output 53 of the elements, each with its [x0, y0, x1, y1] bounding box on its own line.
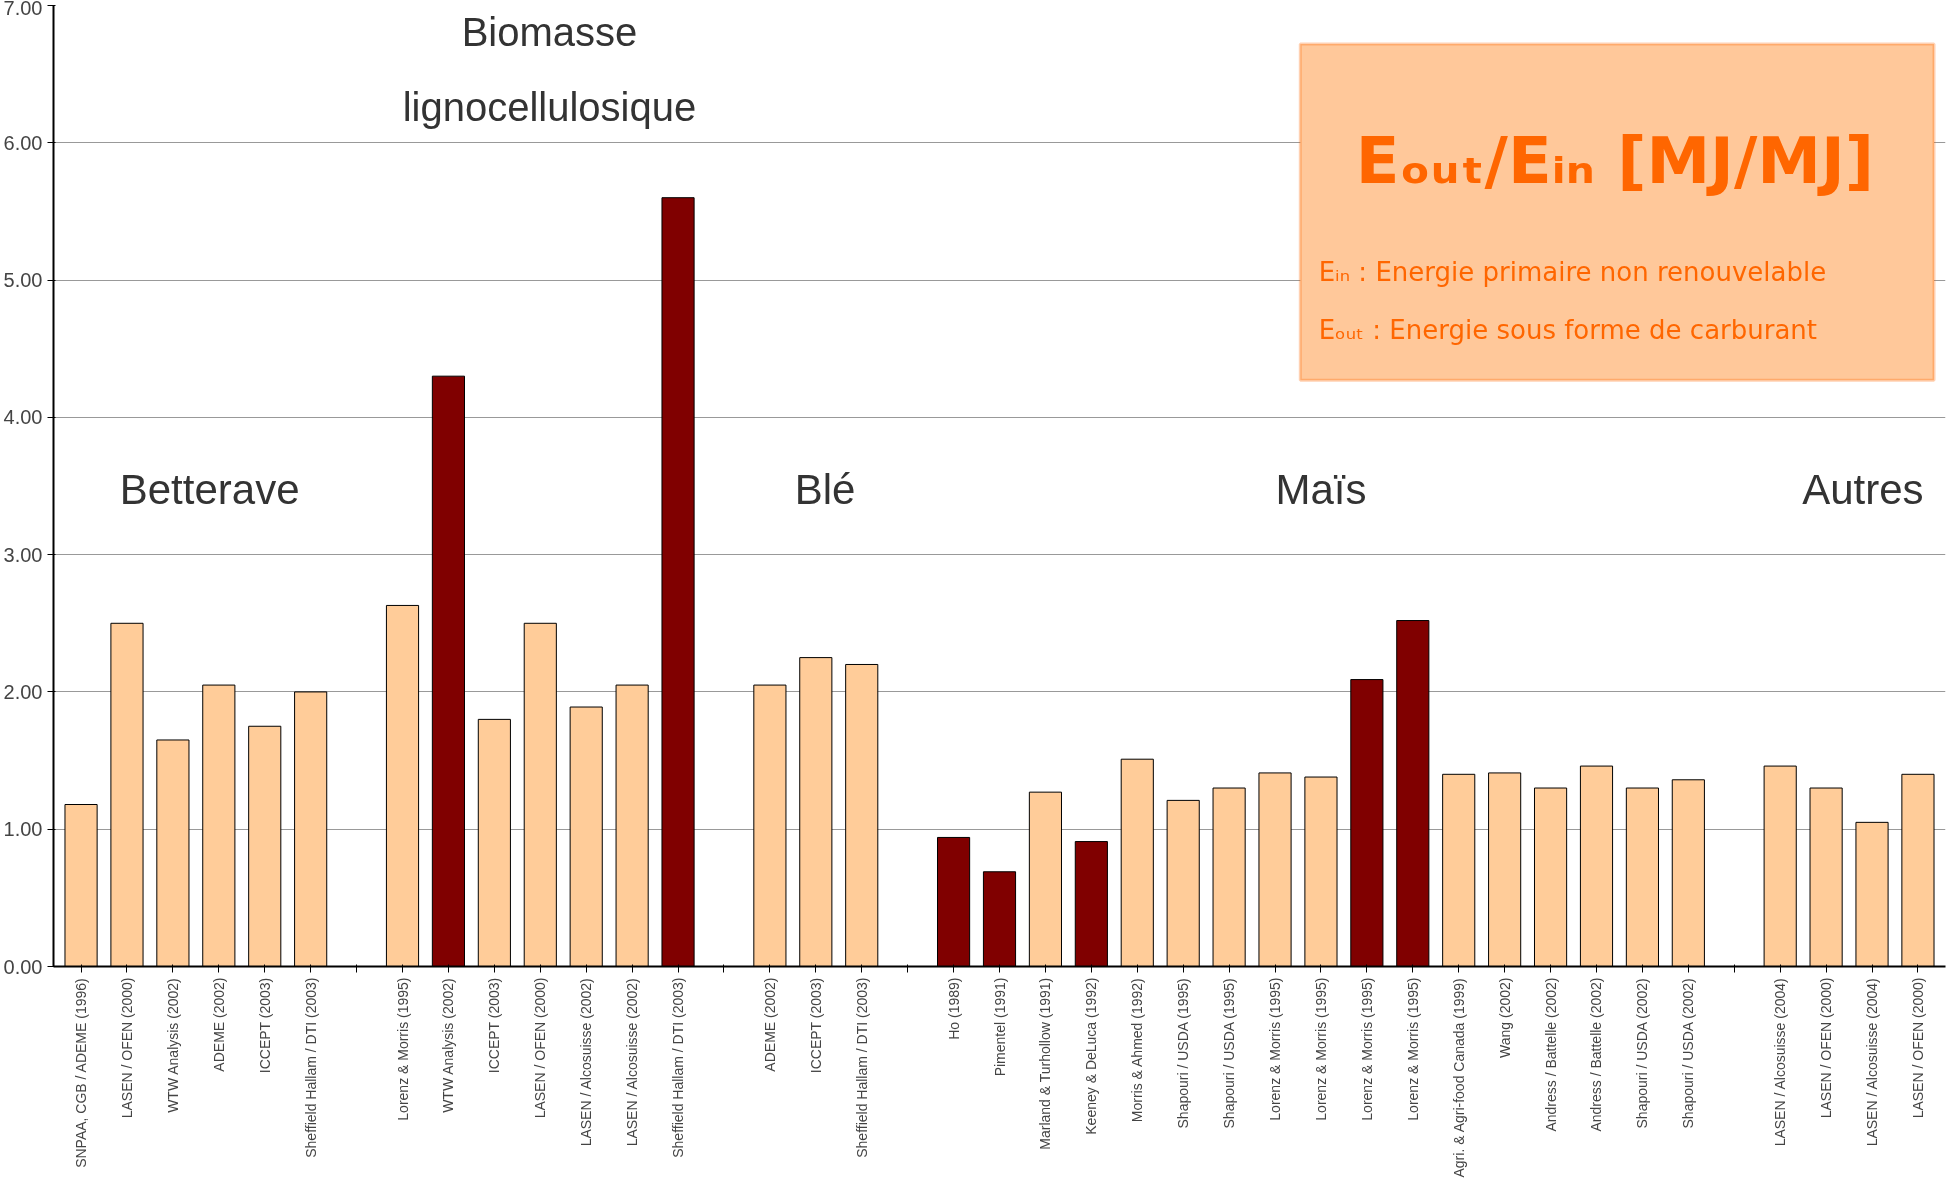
x-tick-label: WTW Analysis (2002): [164, 978, 181, 1113]
x-tick-label: LASEN / OFEN (2000): [1909, 977, 1926, 1119]
annotation: Eᵢₙ : Energie primaire non renouvelable: [1318, 256, 1827, 287]
annotation: Autres: [1802, 466, 1924, 514]
x-tick-label: LASEN / Alcosuisse (2004): [1864, 978, 1881, 1147]
x-tick-label: Marland & Turhollow (1991): [1037, 977, 1054, 1150]
annotation: Blé: [794, 466, 856, 514]
y-tick-label: 5.00: [3, 269, 43, 292]
x-tick-label: Lorenz & Morris (1995): [1358, 977, 1375, 1121]
y-tick-label: 6.00: [3, 131, 43, 154]
x-tick-label: ADEME (2002): [210, 977, 227, 1072]
x-tick-label: Lorenz & Morris (1995): [1312, 977, 1329, 1121]
x-tick-label: ADEME (2002): [761, 977, 778, 1072]
y-tick-label: 4.00: [3, 406, 43, 429]
x-tick-label: Shapouri / USDA (1995): [1221, 978, 1238, 1129]
x-tick-label: LASEN / Alcosuisse (2004): [1772, 978, 1789, 1147]
x-tick-label: ICCEPT (2003): [807, 977, 824, 1074]
annotation: Eₒᵤₜ : Energie sous forme de carburant: [1318, 314, 1818, 345]
annotation: Betterave: [119, 466, 300, 514]
y-tick-label: 7.00: [3, 0, 43, 19]
x-tick-label: LASEN / OFEN (2000): [118, 977, 135, 1119]
x-tick-label: Ho (1989): [945, 977, 962, 1040]
x-tick-label: LASEN / OFEN (2000): [532, 977, 549, 1119]
x-tick-label: Morris & Ahmed (1992): [1129, 978, 1146, 1123]
y-tick-label: 0.00: [3, 955, 43, 978]
x-tick-label: Sheffield Hallam / DTI (2003): [302, 977, 319, 1158]
x-tick-label: WTW Analysis (2002): [440, 978, 457, 1113]
annotation: Biomasse lignocellulosique: [402, 9, 697, 130]
x-tick-label: SNPAA, CGB / ADEME (1996): [73, 978, 90, 1168]
x-tick-label: Shapouri / USDA (1995): [1175, 978, 1192, 1129]
x-tick-label: Lorenz & Morris (1995): [1404, 977, 1421, 1121]
x-tick-label: Wang (2002): [1496, 977, 1513, 1058]
x-tick-label: Pimentel (1991): [991, 977, 1008, 1077]
annotation: Eₒᵤₜ/Eᵢₙ [MJ/MJ]: [1355, 123, 1875, 198]
x-tick-label: LASEN / Alcosuisse (2002): [578, 978, 595, 1147]
y-tick-label: 3.00: [3, 543, 43, 566]
x-tick-label: Andress / Battelle (2002): [1542, 977, 1559, 1132]
x-tick-label: Andress / Battelle (2002): [1588, 977, 1605, 1132]
x-tick-label: LASEN / Alcosuisse (2002): [624, 978, 641, 1147]
x-tick-label: ICCEPT (2003): [256, 977, 273, 1074]
y-tick-label: 1.00: [3, 818, 43, 841]
x-tick-label: Sheffield Hallam / DTI (2003): [670, 977, 687, 1158]
x-tick-label: Shapouri / USDA (2002): [1680, 978, 1697, 1129]
x-tick-label: Keeney & DeLuca (1992): [1083, 977, 1100, 1135]
x-tick-label: ICCEPT (2003): [486, 977, 503, 1074]
x-tick-label: Lorenz & Morris (1995): [1267, 977, 1284, 1121]
x-tick-label: Agri. & Agri-food Canada (1999): [1450, 978, 1467, 1178]
y-tick-label: 2.00: [3, 680, 43, 703]
annotation: Maïs: [1275, 466, 1367, 514]
x-tick-label: Sheffield Hallam / DTI (2003): [853, 977, 870, 1158]
x-tick-label: Lorenz & Morris (1995): [394, 977, 411, 1121]
x-tick-label: Shapouri / USDA (2002): [1634, 978, 1651, 1129]
x-tick-label: LASEN / OFEN (2000): [1818, 977, 1835, 1119]
